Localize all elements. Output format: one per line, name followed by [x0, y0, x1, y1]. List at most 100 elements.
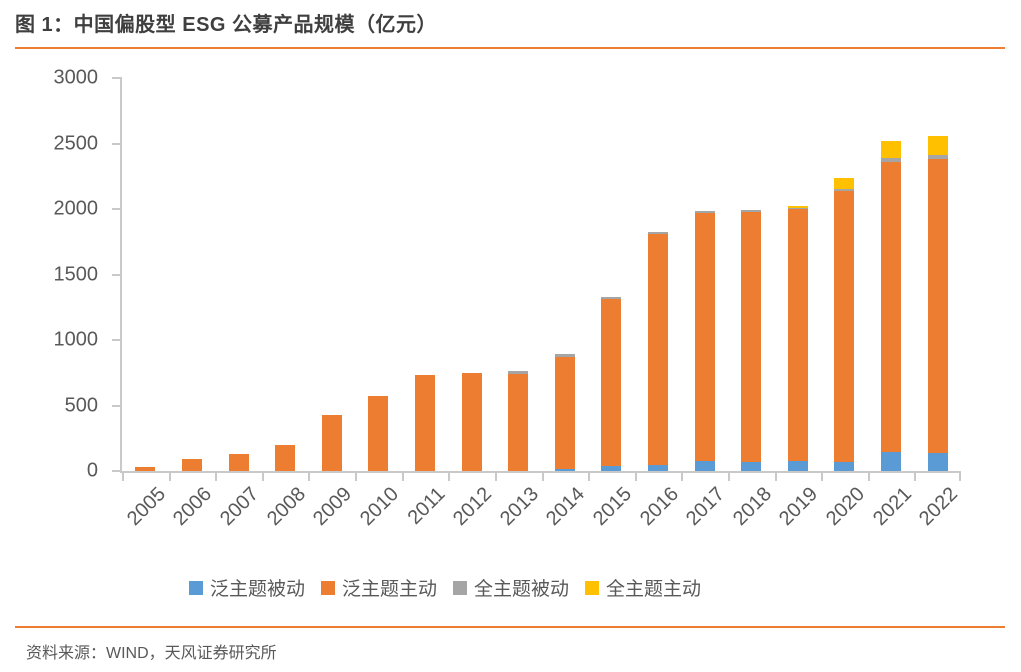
- bar-segment-泛主题主动: [694, 212, 715, 461]
- chart-legend: 泛主题被动 泛主题主动 全主题被动 全主题主动: [0, 574, 890, 601]
- bar-2010: [368, 395, 389, 471]
- x-axis-tick: [681, 471, 684, 481]
- x-axis-label: 2016: [635, 483, 683, 531]
- bar-segment-全主题被动: [881, 158, 902, 162]
- x-axis-label: 2012: [449, 483, 497, 531]
- bar-2015: [601, 297, 622, 471]
- bar-2018: [741, 210, 762, 471]
- x-axis-tick: [867, 471, 870, 481]
- x-axis-label: 2021: [868, 483, 916, 531]
- bar-segment-全主题被动: [834, 189, 855, 192]
- bar-segment-全主题被动: [648, 232, 669, 234]
- x-axis-tick: [215, 471, 218, 481]
- bar-segment-泛主题被动: [648, 465, 669, 471]
- bar-segment-泛主题主动: [368, 395, 389, 471]
- y-axis-label: 500: [64, 394, 98, 416]
- bar-2005: [135, 467, 156, 471]
- x-axis-tick: [774, 471, 777, 481]
- x-axis-label: 2013: [495, 483, 543, 531]
- y-axis-tick: [112, 77, 122, 79]
- bar-2020: [834, 178, 855, 471]
- bar-segment-泛主题主动: [554, 357, 575, 469]
- x-axis-label: 2008: [262, 483, 310, 531]
- x-axis-label: 2020: [822, 483, 870, 531]
- bar-chart-plot-area: 0 500 1000 1500 2000 2500 3000 2005 2006 2007 2008…: [54, 67, 963, 531]
- bar-segment-全主题被动: [787, 208, 808, 210]
- bar-2021: [881, 140, 902, 471]
- x-axis-tick: [494, 471, 497, 481]
- y-axis-tick: [112, 208, 122, 210]
- bar-segment-全主题被动: [741, 210, 762, 213]
- x-axis-label: 2022: [915, 483, 963, 531]
- bar-segment-全主题被动: [927, 154, 948, 160]
- bar-segment-泛主题主动: [508, 374, 529, 471]
- y-axis-tick: [112, 273, 122, 276]
- x-axis-tick: [308, 471, 311, 481]
- bar-2006: [181, 458, 202, 471]
- x-axis-label: 2014: [542, 483, 590, 531]
- bar-segment-泛主题主动: [601, 298, 622, 467]
- bar-segment-全主题主动: [881, 140, 902, 159]
- y-axis-label: 2000: [53, 197, 99, 220]
- bar-segment-泛主题被动: [927, 452, 948, 471]
- bar-segment-泛主题主动: [414, 375, 435, 471]
- bar-2011: [414, 375, 435, 471]
- legend-label: 泛主题主动: [341, 579, 437, 600]
- bar-segment-泛主题主动: [927, 159, 948, 453]
- bar-segment-全主题被动: [508, 370, 529, 375]
- x-axis-tick: [448, 471, 451, 481]
- bar-segment-泛主题被动: [694, 460, 715, 471]
- legend-swatch-icon: [320, 580, 335, 595]
- legend-item: 泛主题主动: [320, 574, 437, 601]
- bar-2016: [648, 232, 669, 471]
- source-text: 资料来源：WIND，天风证券研究所: [26, 645, 277, 662]
- x-axis-tick: [261, 471, 264, 481]
- bar-segment-全主题被动: [554, 354, 575, 358]
- y-axis-label: 3000: [53, 66, 99, 89]
- bar-2019: [787, 205, 808, 471]
- y-axis-label: 1000: [53, 328, 99, 351]
- bar-2012: [461, 372, 482, 471]
- legend-label: 泛主题被动: [209, 579, 305, 600]
- x-axis-label: 2018: [728, 483, 776, 531]
- bar-segment-泛主题主动: [741, 212, 762, 462]
- legend-swatch-icon: [188, 580, 203, 595]
- bar-segment-泛主题主动: [461, 372, 482, 471]
- x-axis-tick: [401, 471, 404, 481]
- bar-segment-泛主题被动: [741, 461, 762, 471]
- source-divider-line: [15, 626, 1005, 628]
- bar-segment-全主题主动: [787, 205, 808, 209]
- bar-segment-泛主题主动: [881, 161, 902, 453]
- bar-segment-泛主题主动: [228, 454, 249, 471]
- x-axis-tick: [355, 471, 358, 481]
- bar-2009: [321, 415, 342, 471]
- legend-label: 全主题被动: [474, 579, 570, 600]
- bar-segment-泛主题主动: [321, 415, 342, 471]
- bar-segment-泛主题被动: [554, 468, 575, 471]
- x-axis-tick: [634, 471, 637, 481]
- x-axis-label: 2009: [309, 483, 357, 531]
- y-axis-label: 0: [86, 459, 98, 482]
- legend-item: 泛主题被动: [188, 574, 305, 601]
- x-axis-tick: [588, 471, 591, 481]
- bar-segment-泛主题主动: [648, 233, 669, 465]
- x-axis-label: 2011: [403, 483, 450, 529]
- x-axis-label: 2005: [122, 483, 170, 531]
- bar-segment-泛主题主动: [181, 458, 202, 471]
- y-axis-tick: [112, 404, 122, 407]
- bar-segment-泛主题主动: [135, 467, 156, 471]
- bar-segment-全主题被动: [694, 211, 715, 213]
- x-axis-tick: [959, 471, 961, 481]
- legend-item: 全主题被动: [453, 574, 569, 601]
- bar-segment-泛主题被动: [881, 452, 902, 471]
- x-axis-label: 2019: [775, 483, 823, 531]
- bar-2017: [694, 211, 715, 471]
- bar-segment-全主题主动: [834, 178, 855, 190]
- x-axis-label: 2010: [355, 483, 403, 531]
- bar-2013: [508, 370, 529, 471]
- x-axis-tick: [914, 471, 917, 481]
- bar-segment-全主题被动: [601, 297, 622, 299]
- x-axis-tick: [821, 471, 824, 481]
- bar-2008: [275, 445, 296, 471]
